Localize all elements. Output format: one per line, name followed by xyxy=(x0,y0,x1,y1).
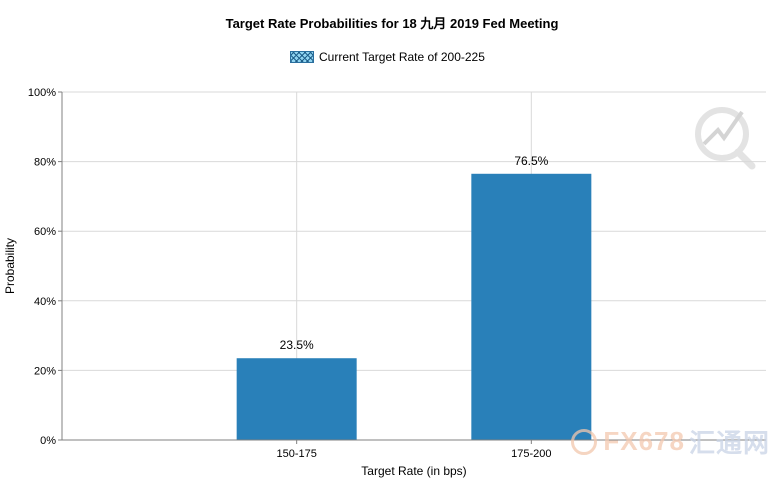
y-tick-label: 100% xyxy=(28,87,56,99)
data-label: 76.5% xyxy=(514,154,548,168)
x-tick-label: 175-200 xyxy=(511,448,551,460)
watermark-latin: FX678 xyxy=(603,426,685,456)
legend-swatch xyxy=(290,51,314,63)
watermark-logo-icon xyxy=(695,107,756,170)
legend-label: Current Target Rate of 200-225 xyxy=(319,50,485,64)
y-tick-label: 0% xyxy=(40,435,56,447)
watermark: FX678 汇通网 xyxy=(571,423,770,460)
gridlines xyxy=(62,91,766,441)
y-axis-ticks: 0% 20% 40% 60% 80% 100% xyxy=(28,87,62,447)
bar-150-175 xyxy=(236,358,357,440)
x-tick-label: 150-175 xyxy=(276,448,316,460)
watermark-circle-icon xyxy=(571,428,598,455)
y-tick-label: 20% xyxy=(34,365,56,377)
data-label: 23.5% xyxy=(280,338,314,352)
chart-title: Target Rate Probabilities for 18 九月 2019… xyxy=(225,16,559,31)
watermark-cn: 汇通网 xyxy=(688,428,770,458)
x-axis-ticks: 150-175 175-200 xyxy=(276,440,552,460)
y-tick-label: 60% xyxy=(34,226,56,238)
bar-175-200 xyxy=(471,173,592,440)
bars: 23.5% 76.5% xyxy=(236,154,592,440)
y-tick-label: 80% xyxy=(34,157,56,169)
y-axis-label: Probability xyxy=(3,238,17,294)
y-tick-label: 40% xyxy=(34,296,56,308)
legend: Current Target Rate of 200-225 xyxy=(290,49,485,65)
x-axis-label: Target Rate (in bps) xyxy=(361,464,466,478)
